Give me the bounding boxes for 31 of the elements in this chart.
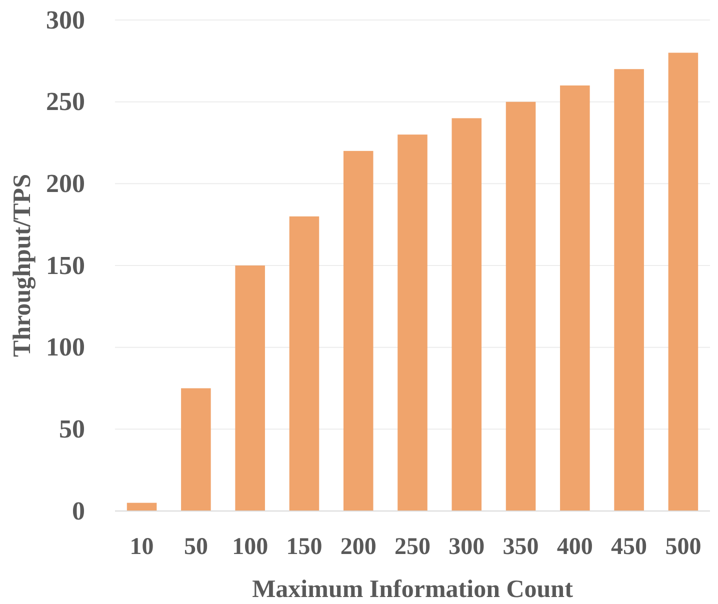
x-tick-label: 10 xyxy=(130,534,154,560)
x-tick-label: 450 xyxy=(611,534,648,560)
x-tick-label: 350 xyxy=(502,534,539,560)
x-tick-label: 150 xyxy=(286,534,322,560)
x-tick-label: 100 xyxy=(232,534,268,560)
y-tick-label: 100 xyxy=(46,332,85,362)
bar xyxy=(668,52,698,511)
x-tick-label: 50 xyxy=(184,534,208,560)
x-axis-title: Maximum Information Count xyxy=(252,576,574,603)
x-tick-label: 300 xyxy=(448,534,485,560)
y-tick-label: 250 xyxy=(46,87,85,116)
x-tick-label: 250 xyxy=(394,534,430,560)
y-tick-label: 200 xyxy=(46,168,85,198)
y-tick-label: 150 xyxy=(46,250,85,280)
bar xyxy=(289,216,320,511)
x-tick-label: 200 xyxy=(340,534,376,560)
bar xyxy=(181,388,211,511)
bar xyxy=(126,502,157,511)
bar xyxy=(235,266,265,511)
x-tick-label: 400 xyxy=(556,534,593,560)
y-tick-label: 300 xyxy=(46,5,85,34)
bar xyxy=(506,102,536,511)
bar xyxy=(560,85,590,511)
bar xyxy=(614,69,644,511)
y-tick-label: 0 xyxy=(72,496,85,526)
x-tick-label: 500 xyxy=(665,534,702,560)
bar xyxy=(398,134,428,511)
y-tick-label: 50 xyxy=(59,414,85,444)
bar xyxy=(343,150,374,511)
bar xyxy=(452,118,482,511)
y-axis-title: Throughput/TPS xyxy=(9,174,36,357)
